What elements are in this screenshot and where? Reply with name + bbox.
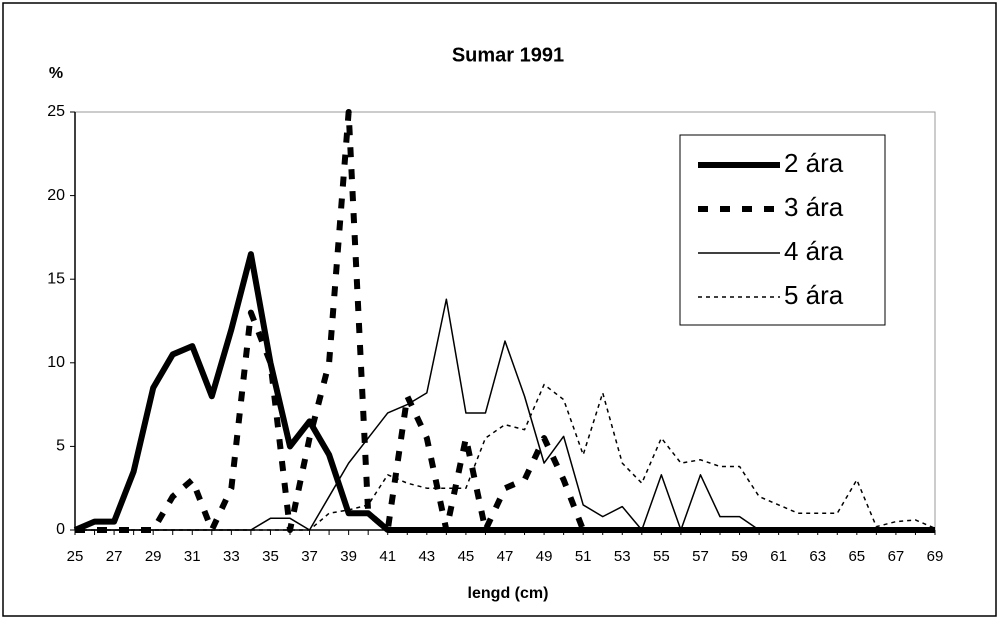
series-line [75,383,936,531]
x-tick-label: 57 [692,548,709,565]
x-axis-label: lengd (cm) [468,585,549,602]
x-tick-label: 39 [340,548,357,565]
y-tick-label: 10 [47,354,65,371]
x-tick-label: 37 [301,548,318,565]
x-tick-label: 65 [848,548,865,565]
y-tick-label: 0 [56,521,65,538]
x-tick-label: 31 [184,548,201,565]
x-tick-label: 59 [731,548,748,565]
x-tick-label: 67 [888,548,905,565]
x-tick-label: 63 [809,548,826,565]
x-tick-label: 43 [418,548,435,565]
x-tick-label: 27 [106,548,123,565]
y-tick-label: 15 [47,270,65,287]
x-tick-label: 69 [927,548,944,565]
y-tick-label: 20 [47,187,65,204]
legend-label: 5 ára [784,280,844,310]
x-tick-label: 53 [614,548,631,565]
series-line [75,298,935,531]
legend-label: 4 ára [784,236,844,266]
y-axis-label: % [49,65,63,82]
x-tick-label: 29 [145,548,162,565]
x-tick-label: 25 [67,548,84,565]
legend-label: 2 ára [784,148,844,178]
x-tick-label: 61 [770,548,787,565]
x-tick-label: 49 [536,548,553,565]
x-tick-label: 47 [497,548,514,565]
legend-label: 3 ára [784,192,844,222]
y-tick-label: 25 [47,103,65,120]
x-tick-label: 41 [379,548,396,565]
x-tick-label: 35 [262,548,279,565]
x-tick-label: 45 [458,548,475,565]
x-tick-label: 55 [653,548,670,565]
chart-title: Sumar 1991 [452,44,564,66]
y-tick-label: 5 [56,438,65,455]
x-tick-label: 33 [223,548,240,565]
x-tick-label: 51 [575,548,592,565]
